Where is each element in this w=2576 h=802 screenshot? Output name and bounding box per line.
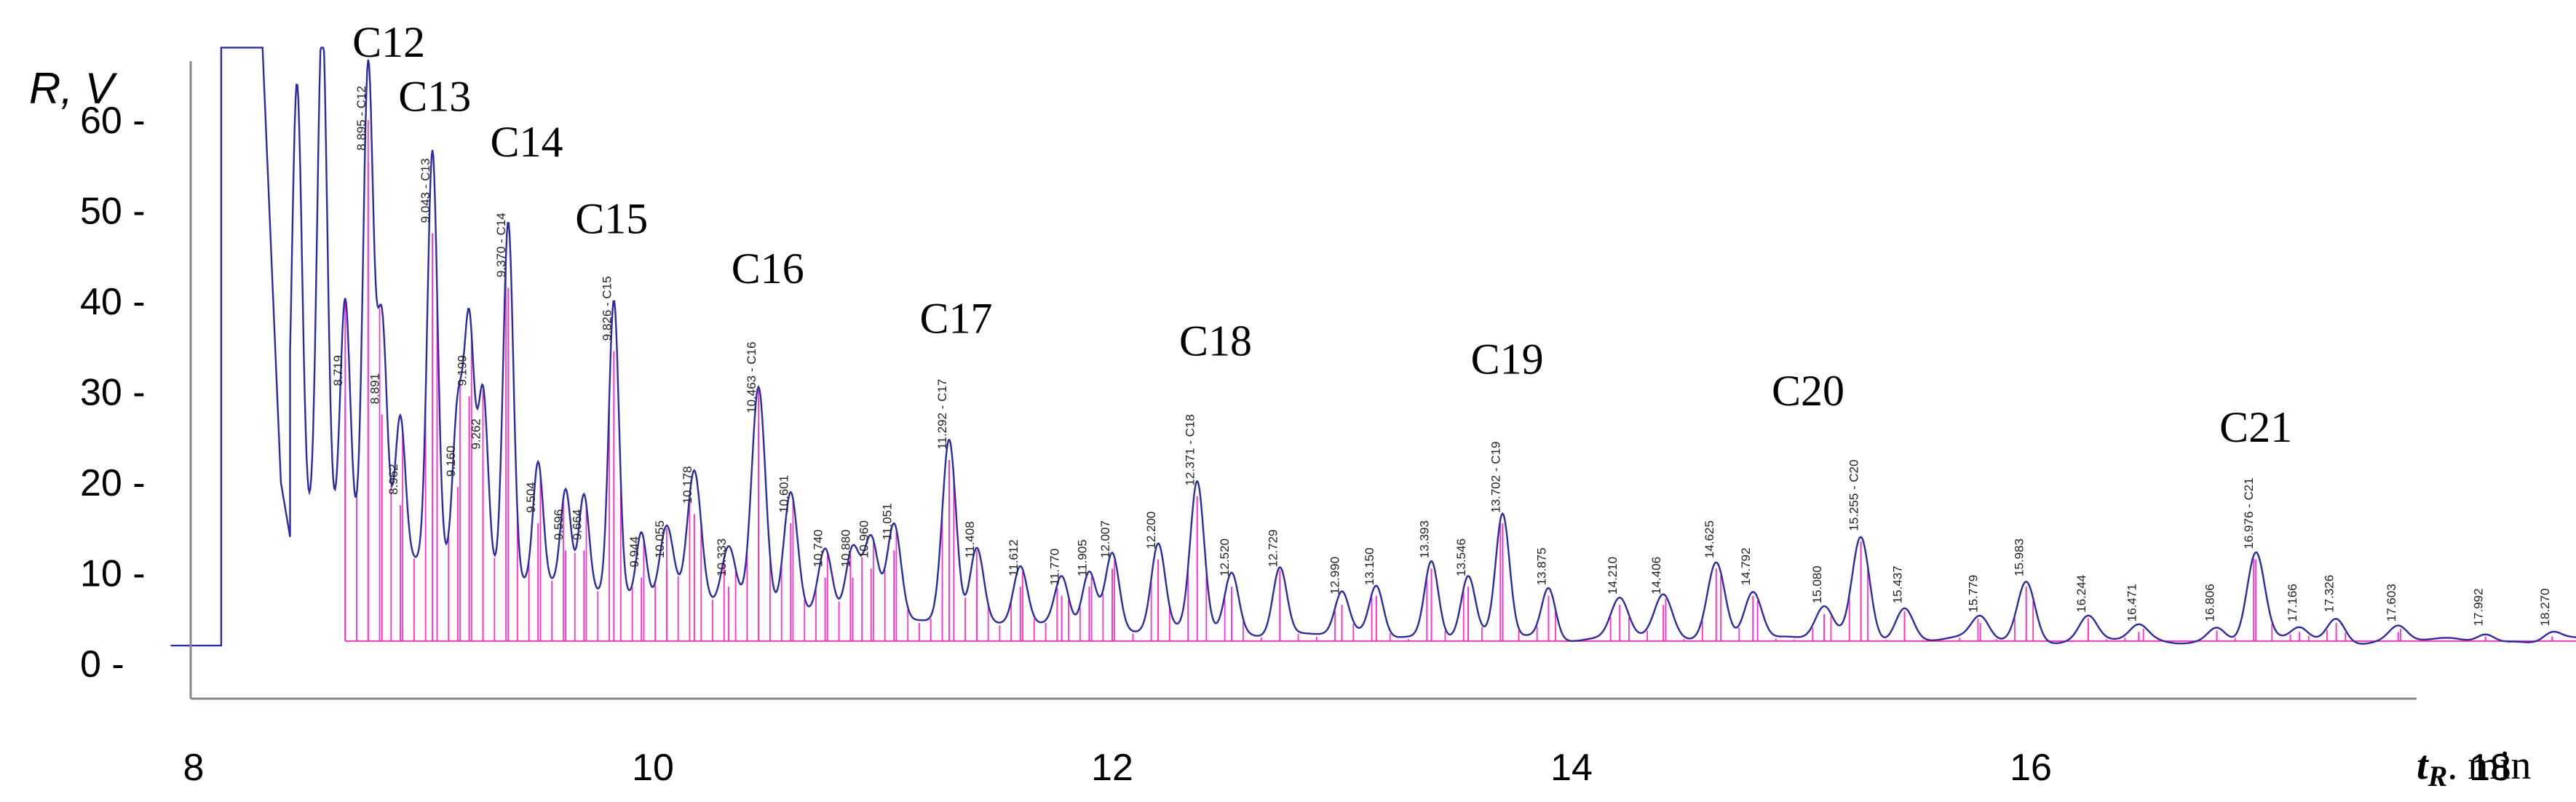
retention-time-label: 11.292 - C17 [935, 379, 949, 450]
retention-time-label: 15.779 [1967, 575, 1981, 613]
retention-time-label: 9.826 - C15 [600, 276, 614, 341]
retention-time-label: 15.437 [1890, 565, 1904, 603]
retention-time-label: 15.255 - C20 [1847, 459, 1861, 531]
y-tick-label: 30 - [80, 372, 146, 414]
y-tick-label: 10 - [80, 553, 146, 595]
y-tick-label: 50 - [80, 191, 146, 233]
y-tick-label: 20 - [80, 462, 146, 504]
retention-time-label: 9.160 [444, 445, 458, 477]
retention-time-label: 17.166 [2286, 584, 2299, 622]
retention-time-label: 14.210 [1606, 557, 1620, 595]
x-tick-label: 14 [1550, 747, 1593, 789]
retention-time-label: 9.262 [469, 418, 483, 450]
retention-time-label: 12.729 [1266, 530, 1280, 568]
retention-time-label: 15.983 [2013, 539, 2026, 576]
retention-time-label: 17.603 [2385, 584, 2398, 622]
retention-time-label: 10.740 [812, 530, 825, 568]
retention-time-label: 9.199 [456, 355, 469, 386]
retention-time-label: 8.962 [387, 464, 400, 495]
retention-time-label: 10.178 [681, 466, 694, 504]
retention-time-label: 12.520 [1218, 539, 1232, 576]
retention-time-label: 9.504 [524, 482, 538, 513]
retention-time-label: 16.244 [2074, 575, 2088, 613]
retention-time-label: 10.055 [653, 520, 667, 558]
chromatogram-trace [170, 47, 2576, 647]
retention-time-label: 11.770 [1048, 549, 1062, 586]
x-tick-label: 8 [183, 747, 205, 789]
retention-time-label: 9.370 - C14 [494, 213, 508, 277]
retention-time-label: 12.990 [1328, 557, 1342, 595]
peak-annotation-label: C18 [1179, 317, 1252, 365]
retention-time-label: 14.406 [1649, 557, 1663, 595]
retention-time-label: 9.596 [552, 509, 566, 541]
peak-annotation-label: C21 [2219, 403, 2292, 451]
peak-annotation-label: C19 [1471, 336, 1544, 384]
retention-time-label: 13.702 - C19 [1489, 442, 1502, 513]
retention-time-label: 10.333 [715, 539, 729, 576]
x-axis-title: tR. min [2417, 743, 2531, 793]
retention-time-label: 8.891 [368, 373, 382, 405]
retention-time-label: 8.895 - C12 [354, 86, 368, 151]
y-tick-label: 40 - [80, 281, 146, 323]
peak-annotation-label: C17 [919, 295, 992, 343]
chromatogram-trace-group [170, 47, 2576, 647]
x-tick-label: 16 [2010, 747, 2052, 789]
peak-annotation-label: C12 [352, 18, 425, 66]
y-tick-label: 0 - [80, 643, 124, 686]
retention-time-label: 17.992 [2472, 588, 2486, 626]
retention-time-label: 8.719 [331, 355, 345, 386]
peak-annotation-label: C14 [490, 118, 563, 166]
retention-time-label: 9.043 - C13 [419, 159, 432, 223]
retention-time-label: 10.960 [857, 520, 871, 558]
retention-time-label: 14.792 [1739, 547, 1753, 585]
retention-time-label: 13.546 [1454, 539, 1468, 576]
peak-annotation-label: C13 [398, 73, 471, 121]
retention-time-label: 9.944 [627, 536, 641, 568]
retention-time-label: 12.371 - C18 [1184, 414, 1197, 485]
y-axis-title: R, V [29, 64, 118, 113]
retention-time-label: 11.905 [1075, 539, 1089, 576]
integration-baseline-group [344, 120, 2576, 642]
retention-time-label: 11.408 [963, 521, 977, 558]
peak-annotations-group: C12C13C14C15C16C17C18C19C20C21C22C23C24 [352, 18, 2292, 451]
retention-time-label: 9.664 [570, 509, 584, 541]
retention-time-label: 13.393 [1418, 520, 1432, 558]
retention-time-label: 12.007 [1098, 520, 1112, 558]
retention-time-label: 16.976 - C21 [2242, 477, 2256, 549]
retention-time-label: 15.080 [1810, 565, 1824, 603]
retention-time-label: 11.612 [1007, 539, 1021, 576]
peak-annotation-label: C15 [575, 195, 648, 243]
retention-time-label: 10.601 [777, 475, 790, 513]
retention-time-label: 10.880 [839, 530, 852, 568]
retention-time-labels-group: 8.719 8.895 - C12 8.891 8.962 9.043 - C13 9.1… [331, 86, 2552, 626]
x-tick-label: 12 [1091, 747, 1133, 789]
retention-time-label: 16.471 [2125, 584, 2139, 622]
retention-time-label: 12.200 [1144, 512, 1158, 549]
x-tick-label: 18 [2469, 747, 2511, 789]
retention-time-label: 10.463 - C16 [745, 342, 758, 413]
retention-time-label: 13.875 [1534, 547, 1548, 585]
peak-annotation-label: C16 [732, 245, 804, 293]
peak-annotation-label: C20 [1772, 367, 1844, 415]
y-tick-label: 60 - [80, 100, 146, 142]
retention-time-label: 11.051 [880, 503, 894, 540]
retention-time-label: 16.806 [2203, 584, 2217, 622]
axes-group: 0 -10 -20 -30 -40 -50 -60 -8101214161820… [80, 61, 2511, 789]
retention-time-label: 18.270 [2538, 588, 2552, 626]
retention-time-label: 17.326 [2323, 575, 2337, 613]
retention-time-label: 14.625 [1703, 520, 1716, 558]
x-tick-label: 10 [632, 747, 674, 789]
retention-time-label: 13.150 [1363, 547, 1376, 585]
